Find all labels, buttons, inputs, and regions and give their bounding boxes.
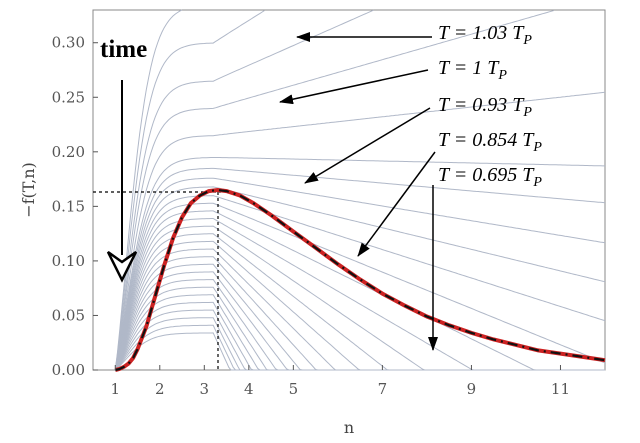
annotation-t093-arrow [304,107,431,184]
curve-family [114,9,606,371]
x-tick-label: 5 [289,380,299,398]
family-curve [114,9,374,371]
y-tick-label: 0.25 [52,88,85,106]
family-curve [114,91,606,371]
highlighted-curve-dashed [115,188,606,372]
x-tick-label: 2 [155,380,165,398]
family-curve [114,294,605,371]
annotation-t0695-label: T = 0.695 TP [438,164,542,190]
family-curve [114,202,606,371]
family-curve [114,157,605,371]
family-curve [114,248,605,371]
family-curve [114,10,554,371]
family-curve [114,177,606,371]
plot-frame [92,9,606,371]
x-tick-label: 7 [378,380,388,398]
family-curve [114,301,605,371]
x-tick-label: 3 [200,380,210,398]
annotation-t1-arrow [279,69,429,105]
family-curve [114,10,265,371]
x-axis-label: n [344,418,354,437]
y-axis-label: −f(T,n) [19,162,38,218]
x-tick-label: 11 [551,380,570,398]
family-curve [114,332,605,371]
family-curve [114,167,606,371]
family-curve [114,210,605,371]
time-label: time [100,36,147,63]
family-curve [114,286,605,371]
y-tick-label: 0.15 [52,197,85,215]
family-curve [114,195,606,371]
y-tick-label: 0.10 [52,252,85,270]
annotation-t1-label: T = 1 TP [438,57,507,83]
annotation-t103-label: T = 1.03 TP [438,22,532,48]
y-tick-label: 0.20 [52,143,85,161]
x-tick-label: 4 [244,380,254,398]
family-curve [114,278,605,371]
family-curve [114,186,606,371]
time-arrow-head [106,250,138,283]
y-axis-ticks: 0.00 0.05 0.10 0.15 0.20 0.25 0.30 [52,34,98,379]
family-curve [114,309,605,371]
x-axis-ticks: 1 2 3 4 5 7 9 11 [110,365,570,398]
y-tick-label: 0.00 [52,361,85,379]
temperature-annotations: T = 1.03 TP T = 1 TP T = 0.93 TP T = 0.8… [279,22,542,351]
x-tick-label: 1 [110,380,120,398]
y-tick-label: 0.30 [52,34,85,52]
x-tick-label: 9 [467,380,477,398]
annotation-t093-label: T = 0.93 TP [438,94,532,120]
annotation-t0854-label: T = 0.854 TP [438,129,542,155]
family-curve [114,271,605,371]
y-tick-label: 0.05 [52,306,85,324]
family-curve [114,256,605,371]
annotation-t0854-arrow [357,151,436,257]
